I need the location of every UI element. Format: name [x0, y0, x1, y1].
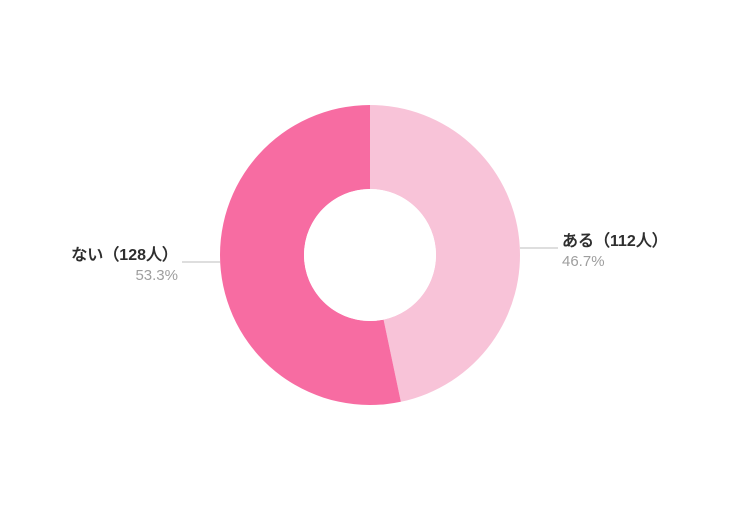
chart-stage: ある（112人） 46.7% ない（128人） 53.3% [0, 0, 740, 523]
donut-chart: ある（112人） 46.7% ない（128人） 53.3% [0, 0, 740, 523]
slice-label-nai: ない（128人） [71, 246, 178, 264]
slice-label-aru: ある（112人） [562, 232, 668, 250]
slice-pct-nai: 53.3% [135, 267, 178, 284]
slice-pct-aru: 46.7% [562, 253, 605, 270]
donut-hole [304, 189, 436, 321]
